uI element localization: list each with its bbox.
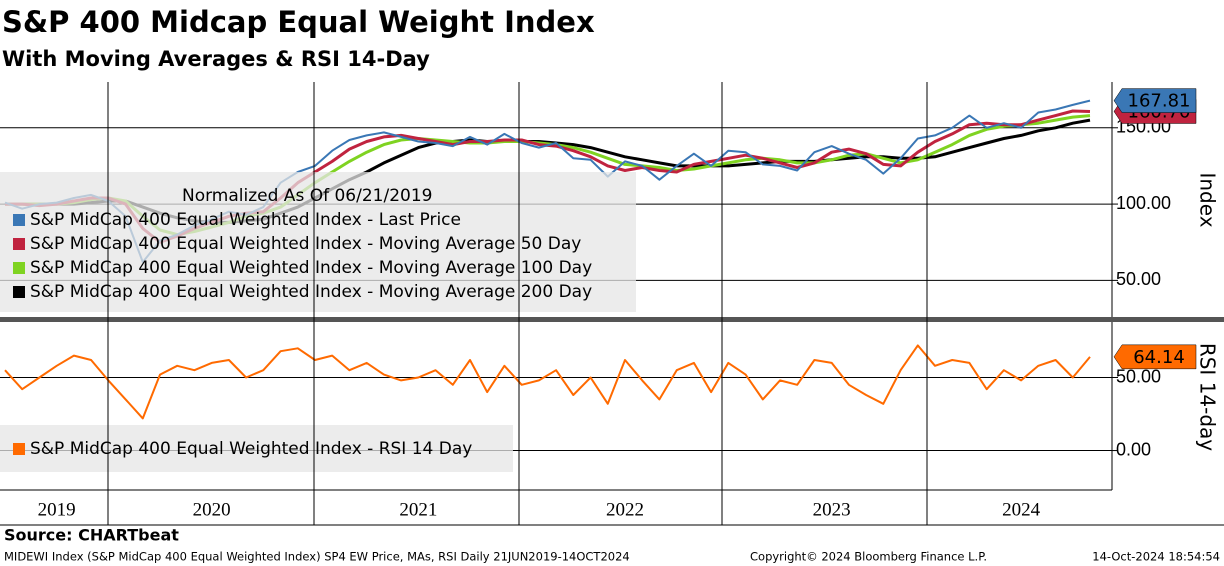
last-value-label: 167.81 [1128, 91, 1191, 112]
y-tick-label: 50.00 [1116, 269, 1161, 289]
last-value-marker [1113, 88, 1197, 113]
legend: S&P MidCap 400 Equal Weighted Index - RS… [0, 425, 513, 472]
last-value-box: 167.81 [1113, 88, 1197, 113]
legend-title: Normalized As Of 06/21/2019 [182, 186, 432, 206]
legend-label: S&P MidCap 400 Equal Weighted Index - Mo… [30, 234, 581, 254]
timestamp: 14-Oct-2024 18:54:54 [1092, 550, 1220, 564]
x-tick-label: 2023 [813, 499, 851, 520]
x-tick-label: 2019 [38, 499, 76, 520]
plot-layer: 2019 2020 2021 2022 2023 202450.00100.00150.0… [0, 88, 1197, 520]
x-tick-label: 2024 [1002, 499, 1041, 520]
legend-swatch [13, 286, 25, 298]
chart-title: S&P 400 Midcap Equal Weight Index [2, 5, 595, 39]
y-axis-title: Index [1196, 172, 1220, 227]
legend-label: S&P MidCap 400 Equal Weighted Index - Mo… [30, 282, 592, 302]
y-tick-label: 0.00 [1116, 439, 1151, 459]
y-axis-title: RSI 14-day [1196, 343, 1220, 451]
y-tick-label: 100.00 [1116, 193, 1171, 213]
panel-separator [0, 317, 1224, 322]
footer-description: MIDEWI Index (S&P MidCap 400 Equal Weigh… [4, 550, 630, 564]
legend-label: S&P MidCap 400 Equal Weighted Index - Mo… [30, 258, 592, 278]
legend-swatch [13, 262, 25, 274]
x-tick-label: 2021 [399, 499, 437, 520]
legend-swatch [13, 443, 25, 455]
legend-swatch [13, 238, 25, 250]
legend-background [0, 425, 513, 472]
source: Source: CHARTbeat [4, 526, 179, 545]
last-value-label: 64.14 [1133, 347, 1185, 368]
last-value-box: 64.14 [1113, 344, 1197, 370]
legend-label: S&P MidCap 400 Equal Weighted Index - La… [30, 210, 461, 230]
chart-subtitle: With Moving Averages & RSI 14-Day [2, 47, 430, 71]
series-line [4, 344, 1091, 420]
legend-swatch [13, 214, 25, 226]
y-tick-label: 50.00 [1116, 366, 1161, 386]
year-separators [107, 82, 928, 525]
copyright: Copyright© 2024 Bloomberg Finance L.P. [750, 550, 987, 564]
legend-label: S&P MidCap 400 Equal Weighted Index - RS… [30, 439, 472, 459]
legend: Normalized As Of 06/21/2019 S&P MidCap 40… [0, 172, 636, 312]
legend-background [0, 172, 636, 312]
x-tick-label: 2020 [193, 499, 231, 520]
x-tick-label: 2022 [606, 499, 644, 520]
last-value-marker [1113, 344, 1197, 370]
